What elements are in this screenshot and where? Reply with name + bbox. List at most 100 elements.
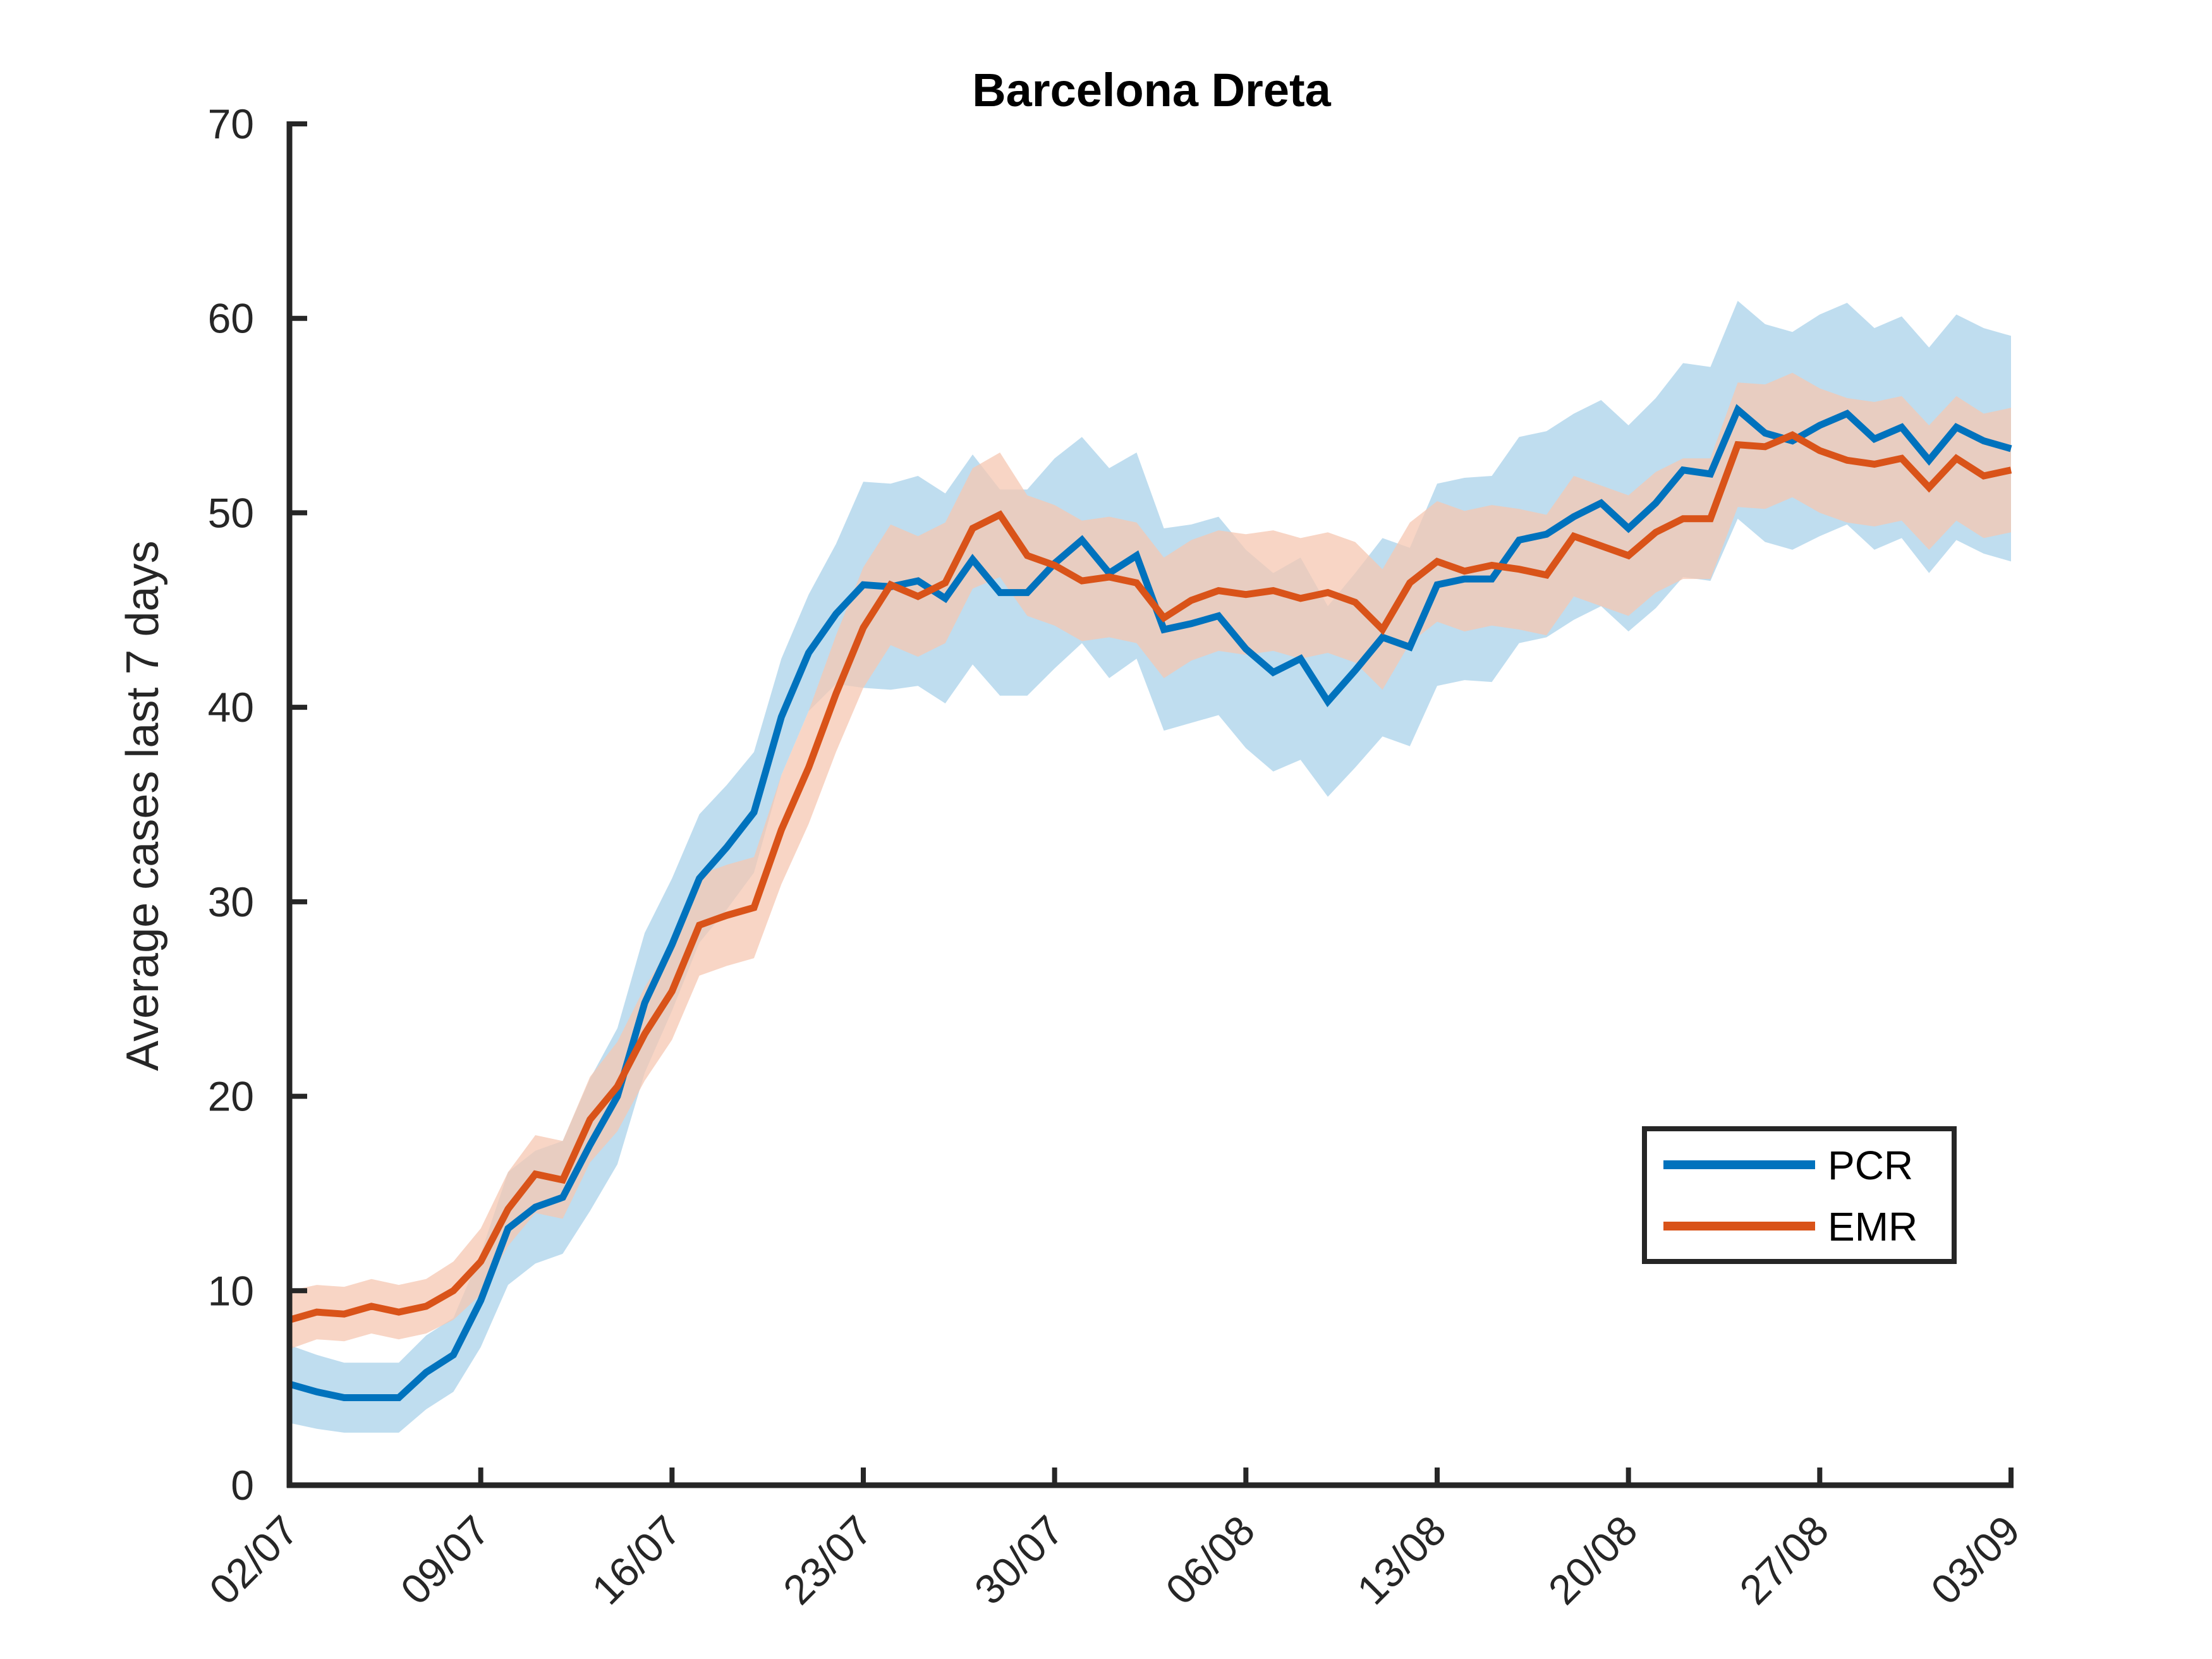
- data-point-pcr: [751, 810, 757, 815]
- data-point-pcr: [669, 942, 674, 947]
- data-point-emr: [396, 1310, 401, 1315]
- data-point-emr: [1462, 569, 1467, 574]
- data-point-emr: [1162, 616, 1167, 621]
- data-point-pcr: [1926, 458, 1931, 463]
- confidence-bands: [289, 301, 2011, 1433]
- data-point-emr: [1352, 600, 1358, 605]
- y-tick-label: 50: [208, 489, 254, 536]
- data-point-emr: [1872, 462, 1877, 467]
- data-point-emr: [1024, 553, 1030, 558]
- y-axis-label: Average cases last 7 days: [118, 540, 168, 1071]
- data-point-pcr: [1325, 699, 1330, 704]
- data-point-pcr: [1380, 635, 1385, 640]
- data-point-emr: [314, 1310, 319, 1315]
- series-line-pcr: [288, 404, 2012, 1401]
- data-point-pcr: [1162, 627, 1167, 632]
- data-point-emr: [1134, 580, 1139, 585]
- data-point-emr: [1817, 448, 1822, 453]
- data-point-pcr: [423, 1370, 428, 1375]
- data-point-emr: [916, 594, 921, 599]
- data-point-pcr: [1462, 576, 1467, 581]
- data-point-pcr: [369, 1395, 374, 1401]
- data-point-emr: [1052, 563, 1057, 568]
- data-point-pcr: [1544, 532, 1549, 537]
- axes: [286, 121, 2014, 1488]
- data-point-emr: [451, 1288, 456, 1293]
- data-point-pcr: [970, 557, 975, 562]
- data-point-pcr: [1708, 471, 1713, 477]
- legend-label-pcr: PCR: [1828, 1143, 1913, 1188]
- data-point-emr: [1107, 574, 1112, 580]
- y-ticks: 0 10 20 30 40 50 60 70: [208, 100, 307, 1509]
- data-point-pcr: [1981, 439, 1986, 444]
- data-point-emr: [1544, 573, 1549, 578]
- data-point-emr: [1517, 567, 1522, 572]
- data-point-pcr: [615, 1094, 620, 1099]
- chart-title: Barcelona Dreta: [972, 64, 1331, 116]
- data-point-emr: [615, 1084, 620, 1089]
- data-point-emr: [533, 1172, 538, 1177]
- data-point-pcr: [342, 1395, 347, 1401]
- data-point-emr: [1407, 580, 1413, 585]
- data-point-emr: [1598, 544, 1603, 549]
- band-emr: [289, 372, 2011, 1349]
- data-point-pcr: [1024, 590, 1030, 595]
- data-point-pcr: [642, 1000, 647, 1006]
- data-point-pcr: [560, 1195, 565, 1200]
- data-point-pcr: [1079, 538, 1085, 543]
- y-tick-label: 40: [208, 684, 254, 731]
- y-tick-label: 30: [208, 878, 254, 925]
- data-point-pcr: [1626, 526, 1631, 531]
- data-point-emr: [724, 913, 729, 918]
- legend: PCR EMR: [1642, 1126, 1957, 1264]
- data-point-emr: [697, 923, 702, 928]
- data-point-emr: [1763, 444, 1768, 449]
- data-point-pcr: [1845, 411, 1850, 416]
- data-point-emr: [560, 1177, 565, 1182]
- data-point-pcr: [314, 1389, 319, 1394]
- data-point-emr: [834, 691, 839, 696]
- data-point-pcr: [1653, 501, 1658, 506]
- data-point-pcr: [1271, 670, 1276, 675]
- data-point-pcr: [1954, 425, 1959, 430]
- legend-label-emr: EMR: [1828, 1204, 1917, 1249]
- data-point-emr: [642, 1031, 647, 1036]
- data-point-emr: [1680, 516, 1686, 521]
- y-tick-label: 60: [208, 295, 254, 342]
- data-point-emr: [1435, 559, 1440, 564]
- data-point-emr: [1926, 485, 1931, 490]
- data-point-emr: [970, 526, 975, 531]
- data-point-pcr: [779, 715, 784, 720]
- data-point-emr: [1790, 432, 1795, 437]
- data-point-pcr: [861, 582, 866, 587]
- data-point-emr: [1079, 578, 1085, 583]
- data-point-emr: [342, 1311, 347, 1316]
- data-point-emr: [943, 580, 948, 585]
- data-point-emr: [2008, 468, 2014, 473]
- data-point-pcr: [1407, 645, 1413, 650]
- data-point-pcr: [724, 845, 729, 850]
- data-point-pcr: [1216, 614, 1221, 619]
- data-point-pcr: [997, 590, 1002, 595]
- data-point-emr: [779, 827, 784, 832]
- data-point-pcr: [451, 1352, 456, 1358]
- data-point-emr: [1189, 598, 1194, 603]
- data-point-pcr: [1680, 468, 1686, 473]
- data-point-emr: [1325, 590, 1330, 595]
- data-point-emr: [478, 1259, 483, 1264]
- data-point-pcr: [1872, 437, 1877, 442]
- data-point-emr: [1216, 588, 1221, 593]
- data-point-emr: [1380, 627, 1385, 632]
- data-point-emr: [1490, 563, 1495, 568]
- data-point-pcr: [1490, 576, 1495, 581]
- data-point-emr: [1708, 516, 1713, 521]
- data-point-emr: [588, 1117, 593, 1122]
- data-point-pcr: [506, 1226, 511, 1231]
- data-point-pcr: [806, 650, 811, 655]
- series-line-emr: [288, 431, 2012, 1323]
- data-point-emr: [1735, 442, 1741, 447]
- data-point-emr: [1298, 596, 1303, 601]
- y-tick-label: 70: [208, 100, 254, 147]
- data-point-pcr: [396, 1395, 401, 1401]
